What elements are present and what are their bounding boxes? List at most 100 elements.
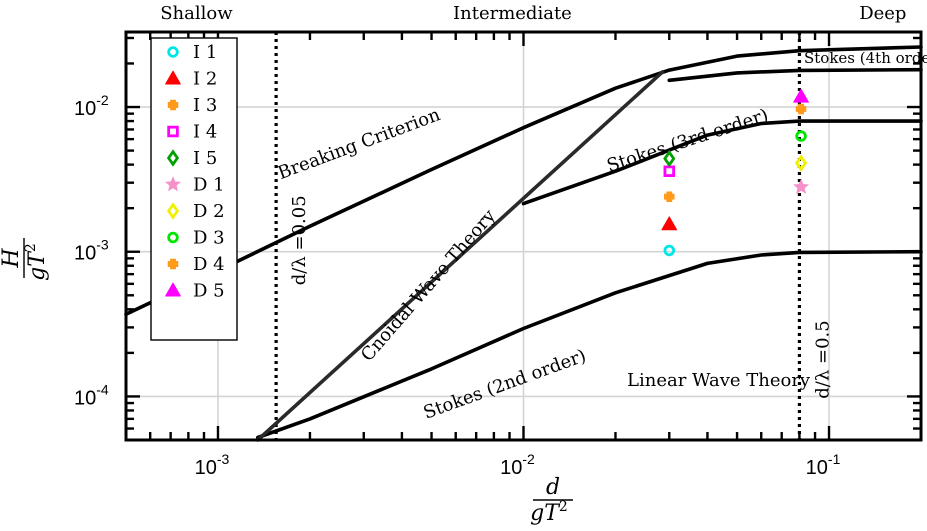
legend-label: D 3 [193,228,225,249]
point-i5 [663,149,676,168]
tick-exponent: -2 [522,451,535,467]
legend-label: I 5 [193,148,217,169]
tick-base: 10 [500,457,522,479]
circle-marker [167,46,179,58]
tick-base: 10 [74,98,96,120]
legend-entry: I 2 [165,69,217,90]
curve-cnoidal [256,70,665,442]
diamond-marker [663,149,676,168]
point-d2 [794,154,808,172]
region-label: Intermediate [453,3,572,24]
diamond-marker [794,154,808,172]
diamond-marker [166,202,180,220]
boundary-label: d/λ =0.05 [289,195,310,285]
legend-entry: D 2 [166,201,225,222]
boundary-label: d/λ =0.5 [812,320,833,398]
tick-exponent: -3 [217,451,230,467]
curve-label: Stokes (4th order) [804,49,927,67]
point-d5 [793,88,809,103]
curve-stokes4 [667,67,923,83]
denominator-base: gT [25,250,50,281]
tick-exponent: -2 [96,92,109,108]
curve-breaking [124,45,923,316]
triangle-marker [793,88,809,103]
theory-curves [124,45,923,442]
tick-exponent: -3 [96,237,109,253]
point-i4 [663,165,676,177]
legend-box [150,37,238,341]
plus-marker [167,258,179,270]
legend-entry: I 1 [167,42,217,63]
region-label: Deep [859,3,906,24]
square-marker [167,125,179,138]
point-i1 [663,244,676,257]
axis-label-numerator: H [0,248,24,269]
curve-label: Linear Wave Theory [627,370,811,391]
point-d1 [793,178,810,194]
x-tick-label: 10-2 [500,451,535,479]
tick-exponent: -1 [828,451,841,467]
denominator-base: gT [530,501,561,526]
tick-base: 10 [806,457,828,479]
tick-exponent: -4 [96,381,109,397]
depth-boundaries [274,32,802,440]
plus-marker [664,191,675,202]
triangle-marker [165,282,181,297]
legend-entry: I 5 [166,148,217,169]
data-points [661,88,810,257]
legend-label: D 2 [193,201,225,222]
point-d3 [795,130,807,142]
triangle-marker [661,216,678,231]
legend-entry: D 1 [164,175,225,196]
circle-marker [795,130,807,142]
point-d4 [795,103,807,115]
point-i2 [661,216,678,231]
plus-marker [795,103,807,115]
square-marker [663,165,676,177]
curve-label: Breaking Criterion [275,104,443,184]
legend-label: D 1 [193,175,225,196]
tick-base: 10 [195,457,217,479]
denominator-exponent: 2 [559,499,568,515]
triangle-marker [165,70,181,85]
denominator-exponent: 2 [23,243,39,252]
legend-label: D 4 [193,254,225,275]
curve-label: Cnoidal Wave Theory [357,205,501,366]
legend-label: D 5 [193,281,225,302]
circle-marker [167,231,179,244]
region-labels: Shallow Intermediate Deep [160,3,906,24]
curve-stokes3 [521,119,923,206]
y-tick-label: 10-2 [74,92,109,120]
x-tick-label: 10-3 [195,451,230,479]
axis-label-numerator: d [546,475,560,500]
tick-base: 10 [74,243,96,265]
legend-entry: D 4 [167,254,225,275]
diamond-marker [166,149,180,167]
tick-base: 10 [74,387,96,409]
curve-label: Stokes (2nd order) [421,345,589,423]
axis-label-denominator: gT2 [23,243,50,281]
x-tick-label: 10-1 [806,451,841,479]
circle-marker [663,244,676,257]
legend: I 1 I 2 I 3 I 4 I 5 D 1 D 2 D 3 D 4 D 5 [150,37,238,341]
curve-stokes2 [256,249,923,440]
star-marker [164,176,182,192]
star-marker [793,178,810,194]
legend-entry: D 3 [167,228,225,249]
plus-marker [167,99,179,111]
legend-label: I 1 [193,42,217,63]
y-tick-label: 10-3 [74,237,109,265]
legend-label: I 3 [193,95,217,116]
region-label: Shallow [160,3,233,24]
y-tick-label: 10-4 [74,381,109,409]
legend-entry: I 4 [167,122,217,143]
axis-label-denominator: gT2 [530,499,568,526]
point-i3 [664,191,675,202]
legend-entry: D 5 [165,281,225,302]
legend-entry: I 3 [167,95,217,116]
legend-label: I 4 [193,122,217,143]
